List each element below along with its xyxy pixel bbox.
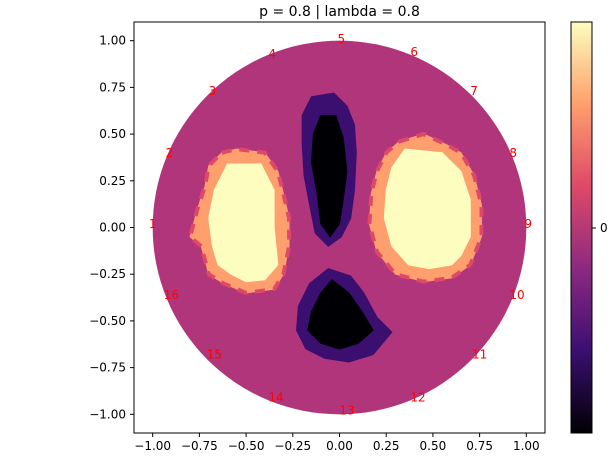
x-tick-label: 0.25 <box>373 439 400 453</box>
y-tick-label: −0.50 <box>89 314 126 328</box>
x-tick-label: −0.50 <box>228 439 265 453</box>
x-tick-label: −1.00 <box>134 439 171 453</box>
electrode-label: 12 <box>410 391 425 405</box>
y-tick-label: 0.25 <box>99 174 126 188</box>
electrode-label: 7 <box>470 84 478 98</box>
top-low-blob-core <box>310 114 348 238</box>
y-tick-label: −0.75 <box>89 361 126 375</box>
chart-title: p = 0.8 | lambda = 0.8 <box>259 4 420 20</box>
bottom-low-blob-core <box>307 279 374 350</box>
x-tick-label: 0.50 <box>420 439 447 453</box>
inclusion-group <box>188 92 484 363</box>
y-tick-label: −1.00 <box>89 407 126 421</box>
y-axis: 1.00 0.75 0.50 0.25 0.00 −0.25 −0.50 −0.75 −1.00 <box>89 34 134 421</box>
electrode-label: 14 <box>268 391 283 405</box>
electrode-label: 5 <box>338 32 346 46</box>
electrode-label: 2 <box>166 146 174 160</box>
electrode-label: 11 <box>472 348 487 362</box>
y-tick-label: −0.25 <box>89 267 126 281</box>
electrode-label: 13 <box>339 404 354 418</box>
y-tick-label: 0.50 <box>99 127 126 141</box>
x-tick-label: 0.00 <box>326 439 353 453</box>
x-tick-label: 1.00 <box>513 439 540 453</box>
electrode-label: 1 <box>149 217 157 231</box>
electrode-label: 4 <box>268 47 276 61</box>
disc-layer <box>152 40 527 415</box>
right-high-blob-core <box>383 148 471 270</box>
y-tick-label: 0.75 <box>99 80 126 94</box>
y-tick-label: 0.00 <box>99 221 126 235</box>
colorbar: 0 <box>570 21 608 434</box>
electrode-label: 15 <box>207 348 222 362</box>
electrode-label: 10 <box>509 288 524 302</box>
left-high-blob-edge <box>188 147 292 295</box>
x-tick-label: 0.75 <box>466 439 493 453</box>
electrode-label: 9 <box>524 217 532 231</box>
colorbar-gradient <box>570 21 593 434</box>
colorbar-tick-label: 0 <box>600 221 608 235</box>
electrode-label: 3 <box>209 84 217 98</box>
electrode-label: 8 <box>509 146 517 160</box>
x-tick-label: −0.25 <box>274 439 311 453</box>
right-high-blob-edge <box>367 132 484 284</box>
left-high-blob-core <box>208 163 279 283</box>
x-axis: −1.00 −0.75 −0.50 −0.25 0.00 0.25 0.50 0.75 1.00 <box>134 433 540 453</box>
x-tick-label: −0.75 <box>181 439 218 453</box>
electrode-label: 16 <box>164 288 179 302</box>
y-tick-label: 1.00 <box>99 34 126 48</box>
electrode-label: 6 <box>410 45 418 59</box>
